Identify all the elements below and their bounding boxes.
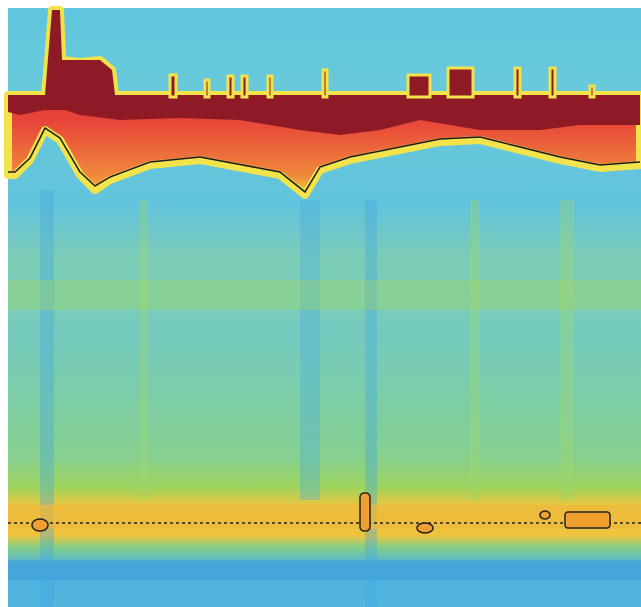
streak (40, 190, 54, 607)
streak (300, 200, 320, 500)
streak (470, 200, 480, 500)
streak (365, 200, 377, 607)
blob (359, 492, 371, 532)
band (8, 280, 641, 310)
spike (548, 66, 557, 99)
spike (226, 74, 235, 99)
blob (416, 522, 434, 534)
streak (8, 560, 641, 580)
streaks (8, 190, 641, 607)
lower-band (8, 505, 641, 529)
spike (513, 66, 522, 99)
blob (564, 511, 611, 529)
spike (321, 68, 329, 99)
streak (560, 200, 574, 500)
streak (140, 200, 148, 500)
spike (588, 84, 596, 99)
pressure-core (8, 10, 640, 135)
blob (539, 510, 551, 520)
blobs (31, 492, 611, 534)
spike (266, 74, 274, 99)
contour (8, 126, 641, 194)
spike (446, 66, 475, 99)
blob (31, 518, 49, 532)
spike (240, 74, 249, 99)
spike (406, 73, 432, 99)
spike (203, 78, 211, 99)
spike (168, 73, 178, 99)
spikes (168, 66, 596, 99)
